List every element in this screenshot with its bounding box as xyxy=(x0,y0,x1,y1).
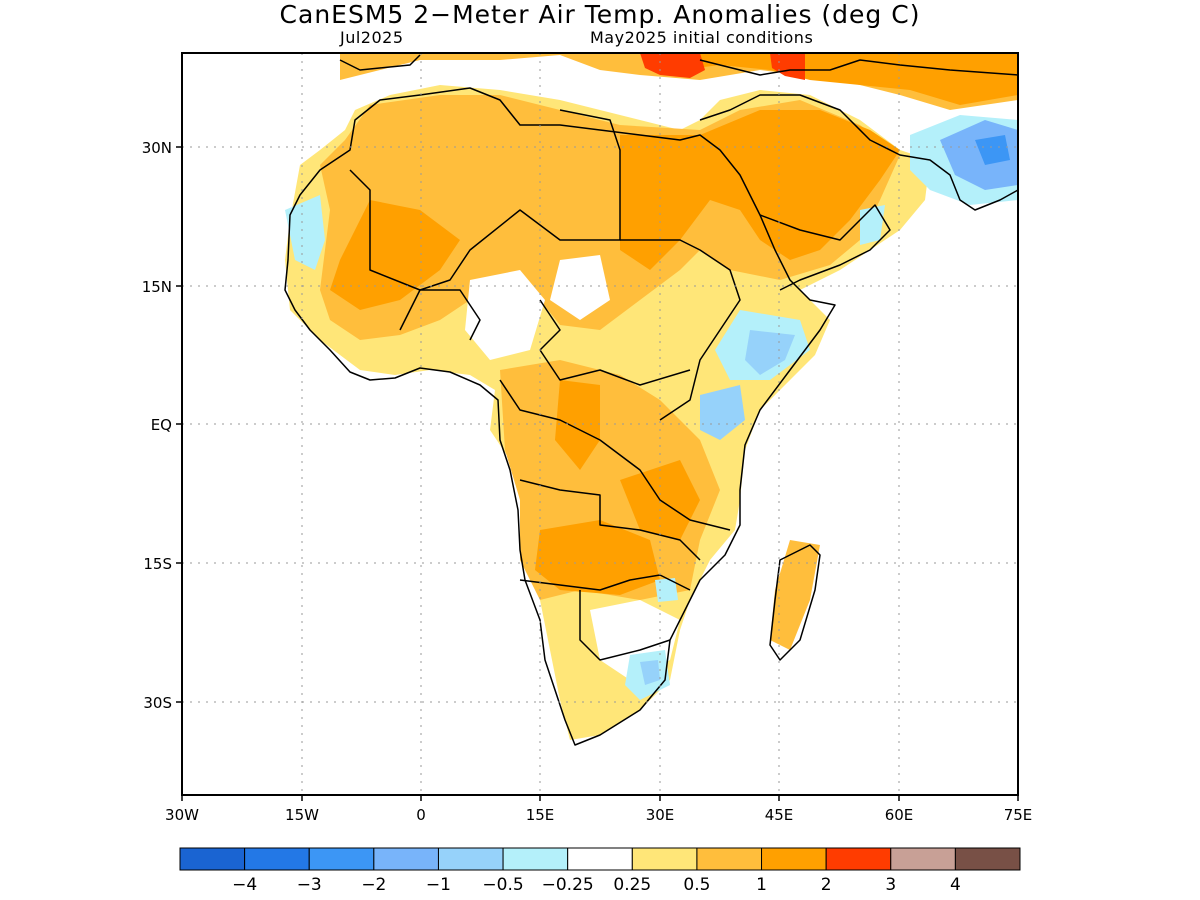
colorbar-swatch xyxy=(373,847,439,871)
shade-hot-balkans xyxy=(640,53,705,78)
colorbar-label: −2 xyxy=(361,875,386,895)
colorbar-label: −1 xyxy=(426,875,451,895)
initial-conditions: May2025 initial conditions xyxy=(590,28,814,47)
lon-label: 30W xyxy=(165,806,199,824)
shade-neutral-niger xyxy=(465,270,545,360)
shade-arabia-egypt xyxy=(620,110,900,270)
colorbar-swatch xyxy=(761,847,827,871)
colorbar-swatch xyxy=(437,847,504,871)
colorbar-swatch xyxy=(696,847,763,871)
colorbar-label: 2 xyxy=(821,875,832,895)
colorbar-label: −0.25 xyxy=(542,875,594,895)
shade-madagascar xyxy=(770,540,820,650)
shade-cool-coast xyxy=(285,195,325,270)
shade-cooler-horn xyxy=(745,330,795,375)
lon-label: 60E xyxy=(885,806,914,824)
shade-cool-kenya xyxy=(700,385,745,440)
tick-marks xyxy=(176,146,1019,801)
colorbar-swatch xyxy=(825,847,892,871)
shade-cool-zimbabwe xyxy=(655,578,678,602)
colorbar-swatch xyxy=(179,847,246,871)
colorbar-label: 4 xyxy=(950,875,961,895)
gridlines xyxy=(182,53,1018,795)
shade-east-europe xyxy=(640,53,1018,105)
colorbar-swatch xyxy=(954,847,1021,871)
valid-month: Jul2025 xyxy=(340,28,404,47)
shade-coolest-pakistan xyxy=(975,135,1010,165)
colorbar-label: −0.5 xyxy=(482,875,523,895)
colorbar-swatch xyxy=(502,847,569,871)
shade-hot-caucasus xyxy=(770,53,805,80)
colorbar xyxy=(179,847,1021,871)
colorbar-swatch xyxy=(631,847,698,871)
colorbar-label: 3 xyxy=(885,875,896,895)
shade-cool-oman xyxy=(860,205,885,245)
lat-label: 30N xyxy=(142,139,172,157)
anomaly-field xyxy=(285,53,1018,740)
shade-cooler-lesotho xyxy=(640,660,660,685)
coastlines xyxy=(284,54,1018,746)
colorbar-label: −3 xyxy=(297,875,322,895)
shade-west-sahel xyxy=(330,200,460,310)
colorbar-label: 1 xyxy=(756,875,767,895)
map-title: CanESM5 2−Meter Air Temp. Anomalies (deg… xyxy=(279,0,921,29)
longitude-labels: 30W 15W 0 15E 30E 45E 60E 75E xyxy=(165,806,1032,824)
shade-congo-warm xyxy=(555,380,600,470)
lon-label: 30E xyxy=(646,806,675,824)
colorbar-label: −4 xyxy=(232,875,257,895)
lat-label: 30S xyxy=(143,694,172,712)
lon-label: 15E xyxy=(526,806,555,824)
shade-angola-warm xyxy=(535,520,660,595)
colorbar-swatch xyxy=(567,847,633,871)
lon-label: 0 xyxy=(416,806,426,824)
colorbar-swatch xyxy=(890,847,956,871)
latitude-labels: 30N 15N EQ 15S 30S xyxy=(142,139,172,712)
colorbar-swatch xyxy=(244,847,310,871)
colorbar-label: 0.25 xyxy=(613,875,651,895)
lon-label: 15W xyxy=(285,806,319,824)
shade-neutral-chad xyxy=(550,255,610,320)
lon-label: 75E xyxy=(1004,806,1033,824)
lat-label: 15N xyxy=(142,278,172,296)
lon-label: 45E xyxy=(765,806,794,824)
lat-label: EQ xyxy=(151,416,172,434)
colorbar-label: 0.5 xyxy=(683,875,710,895)
colorbar-labels: −4 −3 −2 −1 −0.5 −0.25 0.25 0.5 1 2 3 4 xyxy=(232,875,961,895)
colorbar-swatch xyxy=(308,847,375,871)
lat-label: 15S xyxy=(143,555,172,573)
